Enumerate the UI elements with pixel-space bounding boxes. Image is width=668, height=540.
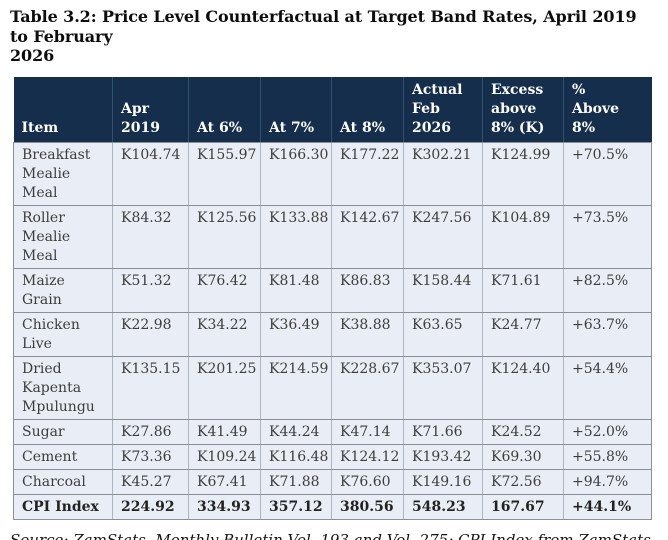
table-row: CPI Index 224.92 334.93 357.12 380.56 548.23 1… [13,494,652,520]
value-cell: 548.23 [403,494,483,520]
value-cell: K86.83 [331,268,404,313]
column-header: Item [13,76,113,143]
value-cell: K125.56 [188,205,261,269]
value-cell: K41.49 [188,419,261,445]
value-cell: +82.5% [563,268,652,313]
value-cell: K247.56 [403,205,483,269]
value-cell: K84.32 [112,205,189,269]
value-cell: K193.42 [403,444,483,470]
column-header: % Above 8% [563,76,652,143]
value-cell: K44.24 [260,419,332,445]
value-cell: 167.67 [482,494,564,520]
table-row: Breakfast Mealie Meal K104.74 K155.97 K166.… [13,142,652,206]
value-cell: K135.15 [112,356,189,420]
value-cell: K142.67 [331,205,404,269]
item-cell: Chicken Live [13,312,113,357]
value-cell: K24.52 [482,419,564,445]
column-header: At 8% [331,76,404,143]
value-cell: K76.60 [331,469,404,495]
value-cell: K104.74 [112,142,189,206]
value-cell: K124.40 [482,356,564,420]
table-row: Cement K73.36 K109.24 K116.48 K124.12 K193.42… [13,444,652,470]
source-note: Source: ZamStats, Monthly Bulletin Vol. … [10,530,656,540]
value-cell: K177.22 [331,142,404,206]
item-cell: Maize Grain [13,268,113,313]
value-cell: K67.41 [188,469,261,495]
value-cell: +94.7% [563,469,652,495]
value-cell: K45.27 [112,469,189,495]
item-cell: Sugar [13,419,113,445]
value-cell: +44.1% [563,494,652,520]
value-cell: K51.32 [112,268,189,313]
value-cell: K71.66 [403,419,483,445]
value-cell: K71.61 [482,268,564,313]
value-cell: +54.4% [563,356,652,420]
item-cell: CPI Index [13,494,113,520]
value-cell: K63.65 [403,312,483,357]
value-cell: K214.59 [260,356,332,420]
value-cell: +73.5% [563,205,652,269]
value-cell: +52.0% [563,419,652,445]
table-row: Chicken Live K22.98 K34.22 K36.49 K38.88 K63.… [13,312,652,357]
column-header: At 7% [260,76,332,143]
column-header: Excess above 8% (K) [482,76,564,143]
value-cell: K124.99 [482,142,564,206]
table-row: Charcoal K45.27 K67.41 K71.88 K76.60 K149.16 K… [13,469,652,495]
value-cell: K73.36 [112,444,189,470]
value-cell: K24.77 [482,312,564,357]
column-header: Actual Feb 2026 [403,76,483,143]
table-body: Breakfast Mealie Meal K104.74 K155.97 K166.… [13,142,652,520]
value-cell: K109.24 [188,444,261,470]
value-cell: 357.12 [260,494,332,520]
table-row: Roller Mealie Meal K84.32 K125.56 K133.88 K1… [13,205,652,269]
value-cell: K201.25 [188,356,261,420]
item-cell: Dried Kapenta Mpulungu [13,356,113,420]
value-cell: K149.16 [403,469,483,495]
value-cell: K47.14 [331,419,404,445]
value-cell: K166.30 [260,142,332,206]
price-counterfactual-table: Item Apr 2019 At 6% At 7% At 8% Actual Feb 20… [13,76,652,520]
value-cell: K27.86 [112,419,189,445]
column-header: Apr 2019 [112,76,189,143]
item-cell: Charcoal [13,469,113,495]
table-title: Table 3.2: Price Level Counterfactual at… [10,7,637,65]
value-cell: K353.07 [403,356,483,420]
value-cell: K228.67 [331,356,404,420]
value-cell: +55.8% [563,444,652,470]
table-row: Dried Kapenta Mpulungu K135.15 K201.25 K214… [13,356,652,420]
value-cell: K71.88 [260,469,332,495]
value-cell: K76.42 [188,268,261,313]
value-cell: 380.56 [331,494,404,520]
item-cell: Roller Mealie Meal [13,205,113,269]
table-row: Sugar K27.86 K41.49 K44.24 K47.14 K71.66 K24.5… [13,419,652,445]
value-cell: +70.5% [563,142,652,206]
value-cell: K36.49 [260,312,332,357]
value-cell: K124.12 [331,444,404,470]
value-cell: K72.56 [482,469,564,495]
value-cell: K69.30 [482,444,564,470]
value-cell: K38.88 [331,312,404,357]
value-cell: 224.92 [112,494,189,520]
value-cell: K116.48 [260,444,332,470]
header-row: Item Apr 2019 At 6% At 7% At 8% Actual Feb 20… [13,76,652,143]
value-cell: K158.44 [403,268,483,313]
value-cell: K34.22 [188,312,261,357]
value-cell: K155.97 [188,142,261,206]
value-cell: +63.7% [563,312,652,357]
value-cell: K22.98 [112,312,189,357]
table-row: Maize Grain K51.32 K76.42 K81.48 K86.83 K158.… [13,268,652,313]
item-cell: Breakfast Mealie Meal [13,142,113,206]
value-cell: K81.48 [260,268,332,313]
value-cell: K302.21 [403,142,483,206]
item-cell: Cement [13,444,113,470]
value-cell: K104.89 [482,205,564,269]
value-cell: K133.88 [260,205,332,269]
column-header: At 6% [188,76,261,143]
value-cell: 334.93 [188,494,261,520]
